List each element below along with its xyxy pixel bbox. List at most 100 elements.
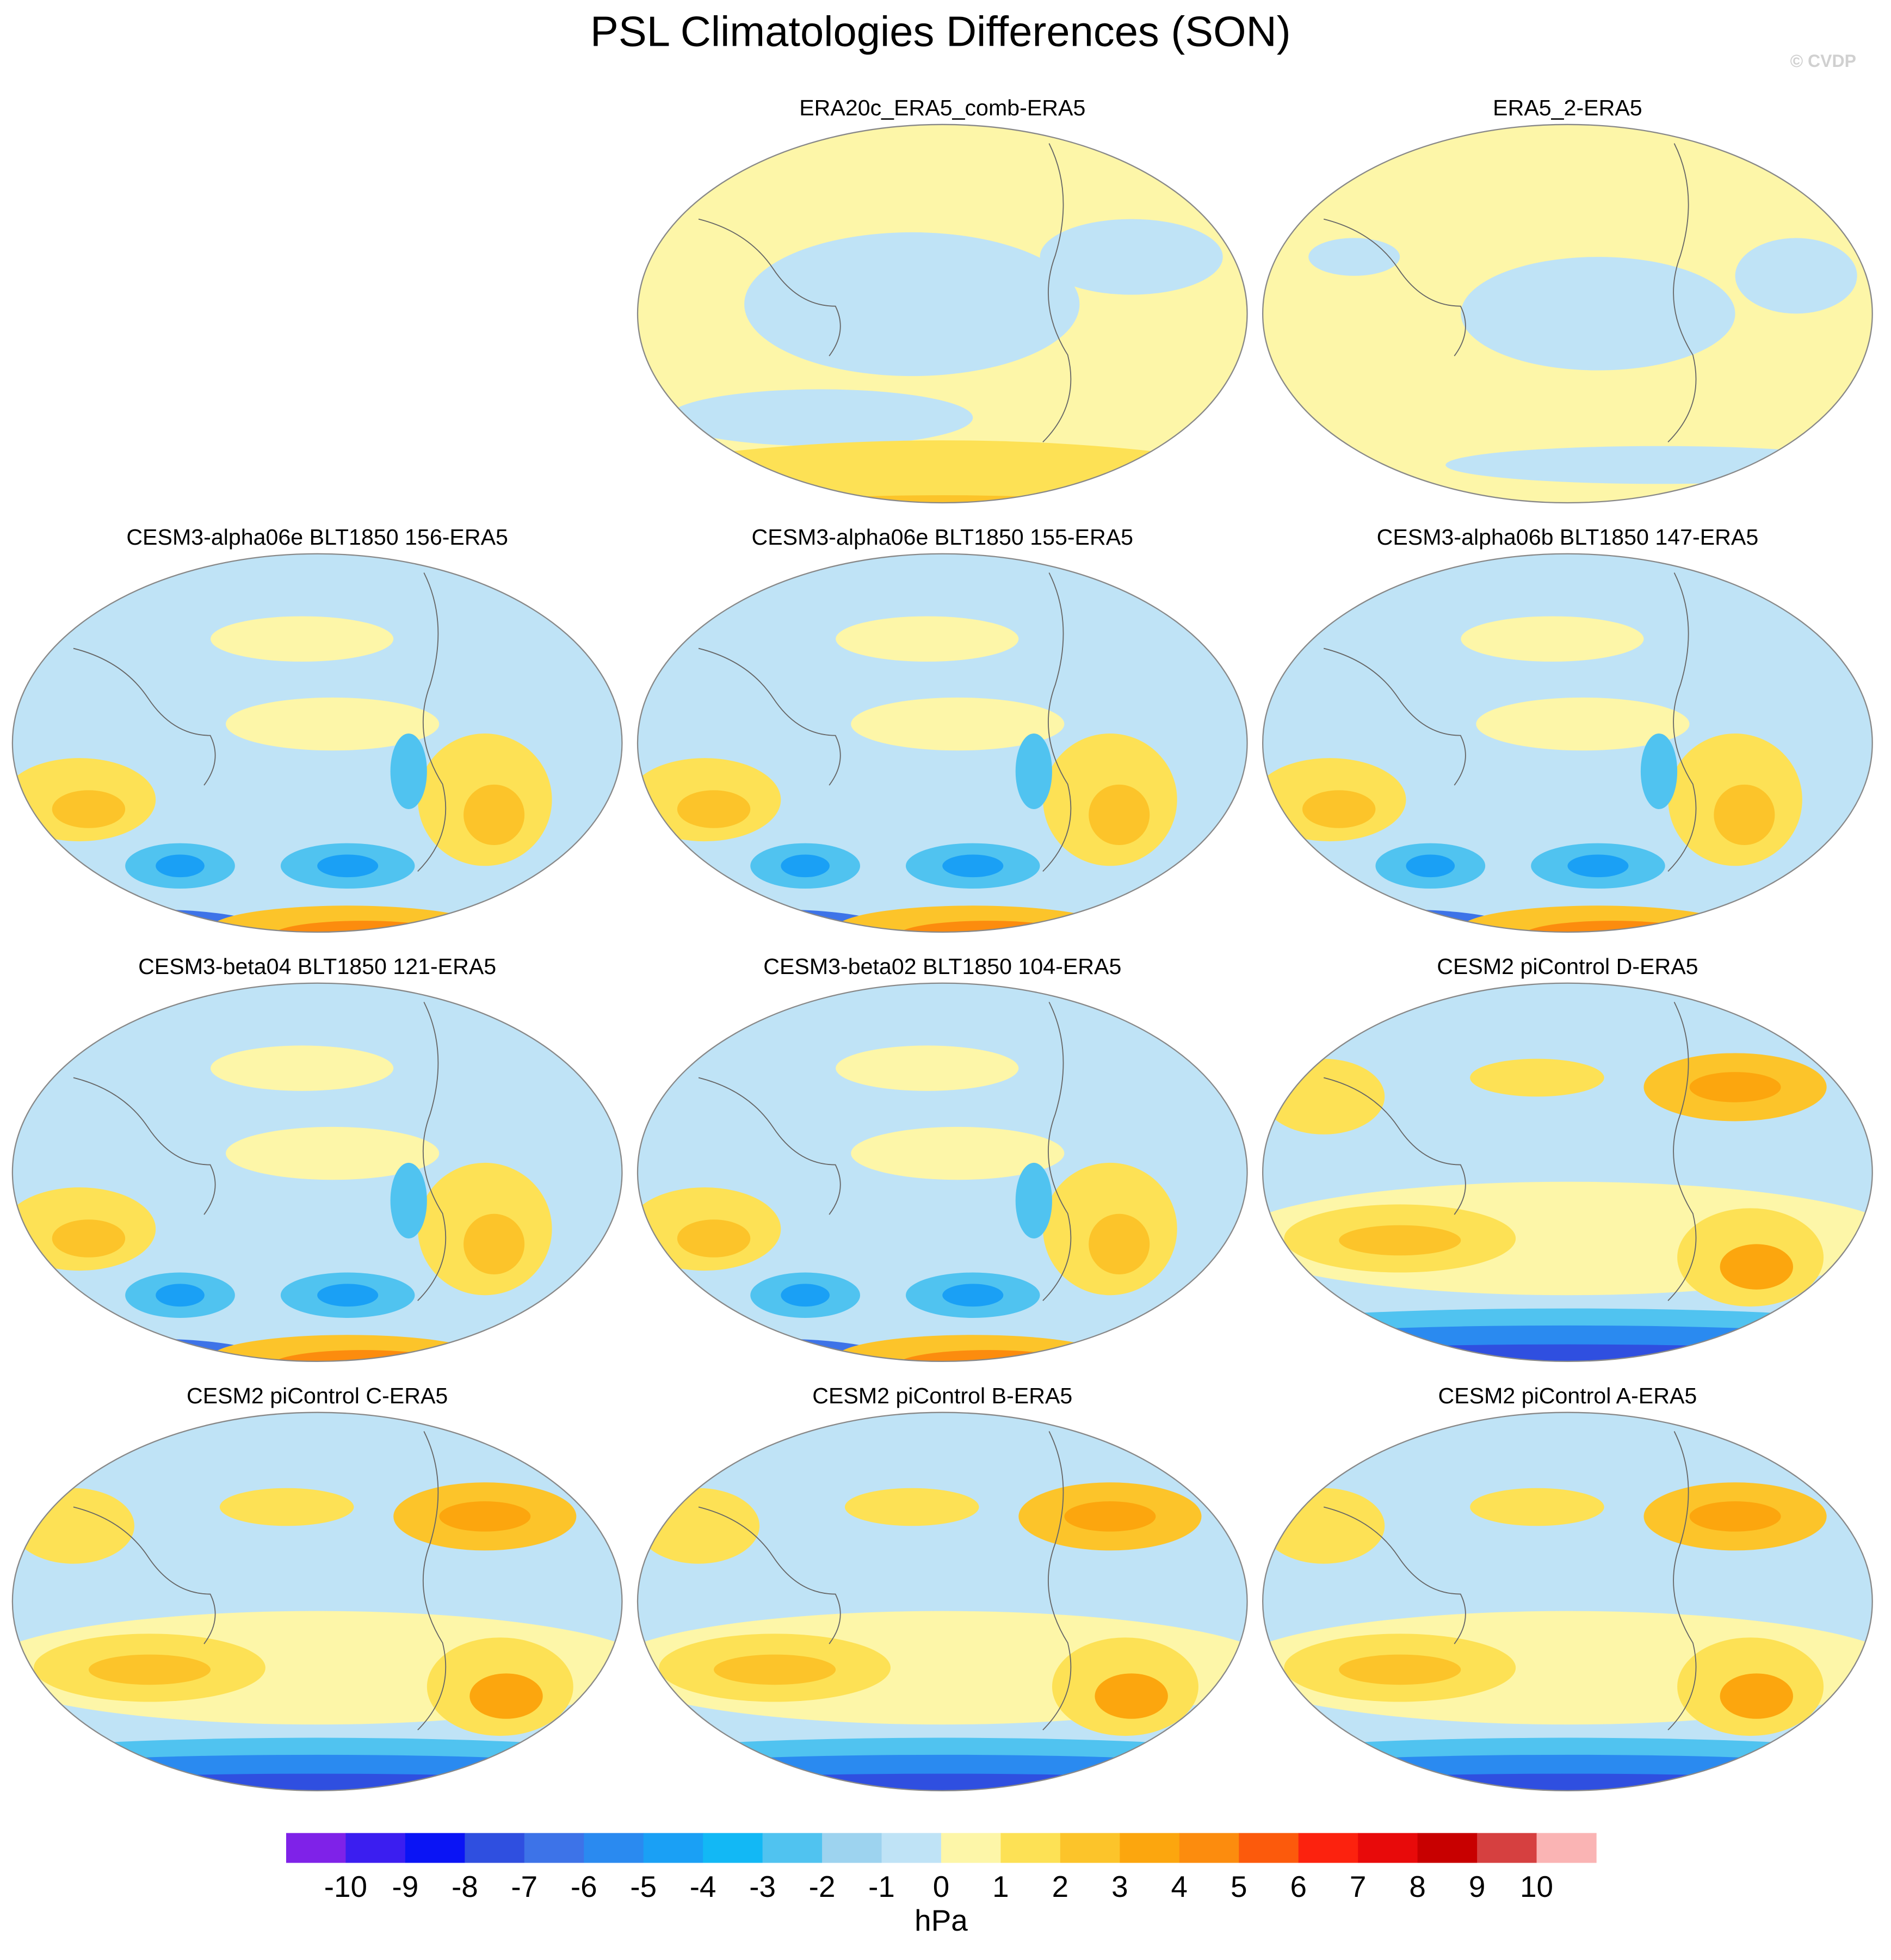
- map-base: [1263, 1412, 1873, 1791]
- field-contour: [1339, 1654, 1461, 1685]
- field-contour: [211, 1045, 394, 1091]
- coastline: [698, 648, 841, 786]
- colorbar-box: [1417, 1833, 1478, 1863]
- colorbar-tick-label: -1: [868, 1870, 895, 1903]
- colorbar-box: [1477, 1833, 1537, 1863]
- map-panel: [12, 983, 622, 1361]
- colorbar-box: [1060, 1833, 1121, 1863]
- field-contour: [844, 1488, 979, 1526]
- field-contour: [1263, 1773, 1873, 1791]
- panel-title: CESM3-alpha06e BLT1850 156-ERA5: [126, 525, 508, 550]
- coastline: [1667, 1002, 1697, 1301]
- map-outline: [1262, 124, 1873, 504]
- map-outline: [11, 982, 623, 1363]
- coastline: [73, 648, 216, 786]
- coastline: [1667, 572, 1697, 872]
- field-contour: [439, 1501, 531, 1532]
- field-contour: [464, 1213, 525, 1275]
- panel-title: CESM3-alpha06e BLT1850 155-ERA5: [751, 525, 1133, 550]
- colorbar-tick-label: 2: [1052, 1870, 1069, 1903]
- field-contour: [219, 1488, 354, 1526]
- map-outline: [1262, 553, 1873, 933]
- field-contour: [1406, 854, 1455, 878]
- coastline: [698, 1506, 841, 1644]
- colorbar-tick-label: -9: [392, 1870, 418, 1903]
- map-panel: [1263, 124, 1873, 503]
- field-contour: [851, 697, 1065, 751]
- field-contour: [1567, 854, 1629, 878]
- field-contour: [390, 733, 427, 810]
- colorbar-box: [881, 1833, 942, 1863]
- field-contour: [677, 1219, 751, 1258]
- field-contour: [942, 854, 1004, 878]
- field-contour: [1445, 446, 1873, 484]
- field-contour: [52, 790, 126, 828]
- colorbar-box: [1239, 1833, 1299, 1863]
- panel-title: CESM3-beta04 BLT1850 121-ERA5: [138, 954, 496, 979]
- field-contour: [0, 1791, 652, 1836]
- colorbar-box: [643, 1833, 703, 1863]
- field-contour: [1461, 257, 1735, 371]
- coastline: [1323, 1506, 1466, 1644]
- field-contour: [1720, 1244, 1794, 1290]
- field-contour: [714, 1654, 836, 1685]
- watermark: © CVDP: [1790, 51, 1856, 71]
- field-contour: [851, 1126, 1065, 1180]
- map-base: [638, 1412, 1247, 1791]
- field-contour: [211, 616, 394, 662]
- field-contour: [1714, 784, 1775, 846]
- coastline: [73, 1506, 216, 1644]
- field-contour: [1689, 1501, 1781, 1532]
- coastline: [1042, 143, 1072, 443]
- coastline: [1042, 1002, 1072, 1301]
- colorbar-box: [1298, 1833, 1358, 1863]
- map-panel: [1263, 553, 1873, 932]
- field-contour: [226, 697, 440, 751]
- panel-title: ERA5_2-ERA5: [1493, 95, 1642, 120]
- map-outline: [1262, 982, 1873, 1363]
- coastline: [1042, 572, 1072, 872]
- colorbar-box: [941, 1833, 1002, 1863]
- field-contour: [469, 1673, 543, 1719]
- map-outline: [636, 982, 1248, 1363]
- panel-title: CESM2 piControl A-ERA5: [1438, 1383, 1697, 1408]
- map-panel: [638, 124, 1247, 503]
- colorbar-tick-label: 1: [992, 1870, 1009, 1903]
- figure-title: PSL Climatologies Differences (SON): [590, 9, 1291, 56]
- map-outline: [11, 1412, 623, 1792]
- colorbar-tick-label: -2: [809, 1870, 836, 1903]
- field-contour: [12, 1773, 622, 1791]
- field-contour: [1015, 1162, 1052, 1238]
- panel-title: CESM2 piControl D-ERA5: [1437, 954, 1698, 979]
- colorbar-tick-label: -6: [571, 1870, 597, 1903]
- map-outline: [636, 553, 1248, 933]
- coastline: [698, 218, 841, 356]
- field-contour: [897, 921, 1080, 932]
- colorbar-tick-label: -8: [452, 1870, 478, 1903]
- colorbar-box: [524, 1833, 584, 1863]
- colorbar-tick-label: 3: [1111, 1870, 1128, 1903]
- colorbar-box: [1120, 1833, 1180, 1863]
- field-contour: [1302, 790, 1376, 828]
- colorbar-tick-label: 5: [1231, 1870, 1247, 1903]
- field-contour: [1263, 1488, 1385, 1564]
- field-contour: [1089, 1213, 1150, 1275]
- field-contour: [1522, 921, 1705, 932]
- colorbar-tick-label: 7: [1350, 1870, 1367, 1903]
- field-contour: [464, 784, 525, 846]
- field-contour: [1232, 1791, 1891, 1836]
- colorbar-box: [1000, 1833, 1061, 1863]
- field-contour: [638, 1773, 1247, 1791]
- map-outline: [1262, 1412, 1873, 1792]
- field-contour: [1735, 238, 1857, 314]
- colorbar-tick-label: -4: [690, 1870, 716, 1903]
- field-contour: [781, 1284, 830, 1307]
- field-contour: [1640, 733, 1678, 810]
- coastline: [1667, 143, 1697, 443]
- coastline: [1667, 1431, 1697, 1730]
- map-panel: [638, 983, 1247, 1361]
- colorbar-box: [1358, 1833, 1418, 1863]
- colorbar-tick-label: -3: [749, 1870, 776, 1903]
